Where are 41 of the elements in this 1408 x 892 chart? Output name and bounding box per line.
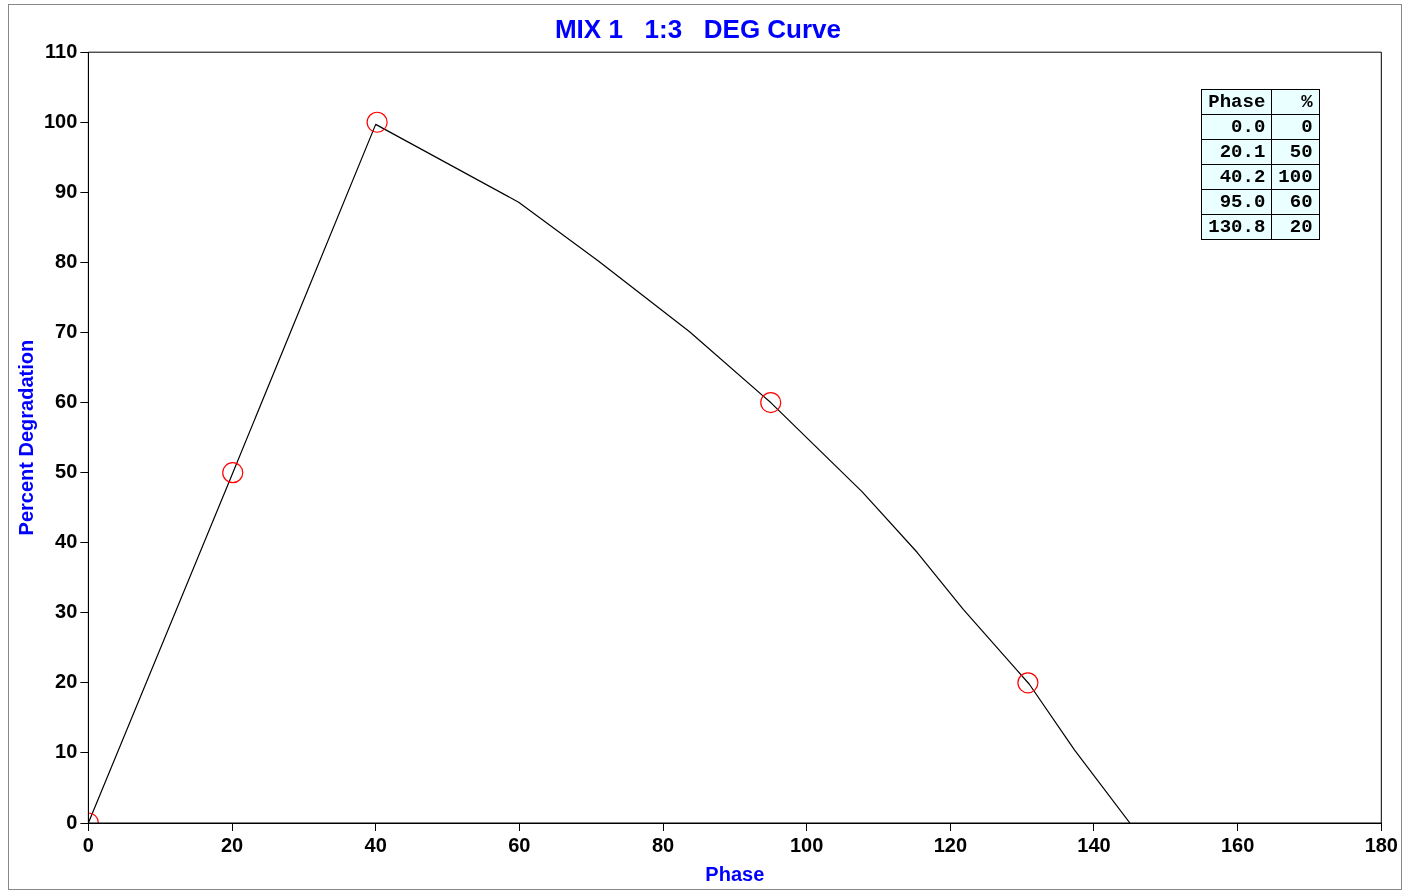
x-tick-label: 180 bbox=[1364, 833, 1398, 856]
x-tick-label: 20 bbox=[220, 833, 244, 856]
chart-title: MIX 1 1:3 DEG Curve bbox=[554, 13, 842, 44]
annotation: Phase bbox=[1201, 89, 1272, 115]
x-tick-label: 140 bbox=[1077, 833, 1111, 856]
x-tick-label: 0 bbox=[82, 833, 94, 856]
x-tick-label: 100 bbox=[789, 833, 824, 856]
point bbox=[366, 111, 388, 133]
annotation: 0 bbox=[1271, 114, 1320, 140]
annotation: 20 bbox=[1271, 214, 1320, 240]
x-tick-label: 120 bbox=[933, 833, 968, 856]
annotation: 130.8 bbox=[1201, 214, 1272, 240]
y-tick-label: 50 bbox=[55, 460, 78, 483]
y-tick-label: 80 bbox=[55, 249, 78, 272]
y-tick-label: 90 bbox=[55, 179, 78, 202]
point bbox=[760, 391, 782, 414]
y-tick-label: 20 bbox=[55, 670, 78, 693]
y-tick-label: 30 bbox=[55, 600, 78, 623]
y-tick-label: 10 bbox=[55, 740, 78, 763]
y-tick-label: 0 bbox=[66, 810, 78, 833]
x-tick-label: 160 bbox=[1220, 833, 1255, 856]
y-tick-label: 60 bbox=[55, 390, 78, 413]
annotation: 50 bbox=[1271, 139, 1320, 165]
x-tick-label: 40 bbox=[364, 833, 387, 856]
y-axis-title: Percent Degradation bbox=[14, 339, 37, 536]
annotation: 95.0 bbox=[1201, 189, 1272, 215]
y-tick-label: 70 bbox=[55, 320, 78, 343]
annotation: 20.1 bbox=[1201, 139, 1272, 165]
annotation: 0.0 bbox=[1201, 114, 1272, 140]
x-tick-label: 80 bbox=[651, 833, 675, 856]
y-tick-label: 40 bbox=[55, 530, 78, 553]
annotation: 40.2 bbox=[1201, 164, 1272, 190]
point bbox=[222, 462, 244, 484]
x-axis-title: Phase bbox=[705, 862, 765, 885]
point bbox=[1017, 672, 1039, 694]
x-tick-label: 60 bbox=[508, 833, 531, 856]
annotation: 60 bbox=[1271, 189, 1320, 215]
annotation: % bbox=[1271, 89, 1320, 115]
annotation: 100 bbox=[1271, 164, 1320, 190]
y-tick-label: 100 bbox=[43, 109, 78, 132]
y-tick-label: 110 bbox=[45, 39, 78, 62]
